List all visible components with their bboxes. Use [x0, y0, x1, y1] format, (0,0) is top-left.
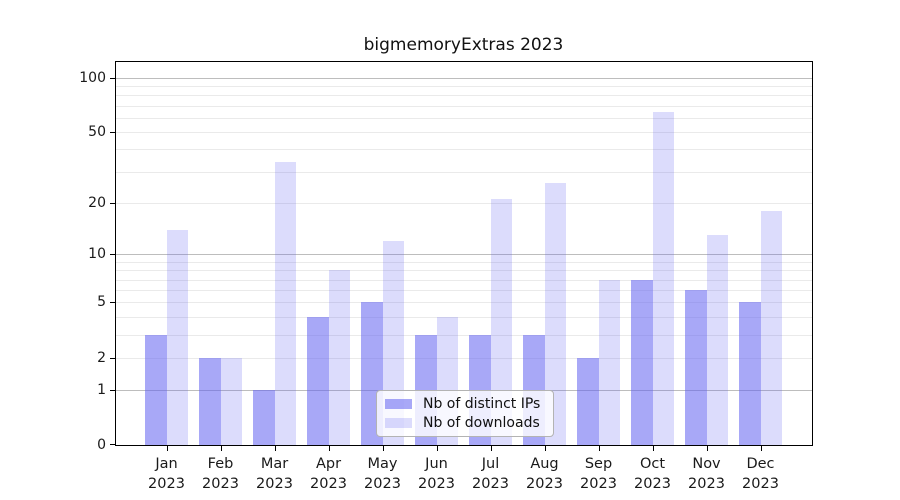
y-tick-mark	[110, 302, 115, 304]
gridline-minor	[116, 171, 812, 173]
gridline-minor	[116, 302, 812, 304]
y-tick-label: 0	[97, 437, 106, 453]
legend-label-distinct-ips: Nb of distinct IPs	[423, 396, 541, 413]
x-tick-mark	[328, 446, 330, 451]
x-tick-label: May 2023	[364, 456, 401, 492]
bar-distinct-ips-dec	[739, 302, 761, 445]
x-tick-label: Mar 2023	[256, 456, 293, 492]
x-tick-label: Apr 2023	[310, 456, 347, 492]
y-tick-label: 20	[88, 194, 106, 211]
bar-distinct-ips-nov	[685, 290, 707, 445]
gridline-minor	[116, 270, 812, 272]
gridline-minor	[116, 149, 812, 151]
bar-downloads-oct	[652, 111, 674, 445]
gridline-minor	[116, 132, 812, 134]
bar-downloads-nov	[706, 235, 728, 445]
plot-area: 100 50 20 10 5 2 1 0 Jan 2023 Feb 2023 Mar 2023 Apr 202…	[79, 61, 813, 492]
bar-distinct-ips-sep	[577, 357, 599, 445]
bar-distinct-ips-jan	[145, 334, 167, 445]
bar-downloads-feb	[220, 357, 242, 445]
y-tick-mark	[110, 77, 115, 79]
x-tick-label: Jul 2023	[472, 456, 509, 492]
bar-distinct-ips-feb	[199, 357, 221, 445]
y-tick-label: 2	[97, 349, 106, 366]
y-tick-label: 5	[97, 294, 106, 311]
gridline-minor	[116, 279, 812, 281]
x-tick-label: Nov 2023	[688, 456, 725, 492]
bar-downloads-sep	[598, 279, 620, 445]
gridline-major	[116, 77, 812, 79]
x-tick-mark	[220, 446, 222, 451]
x-tick-mark	[544, 446, 546, 451]
x-tick-mark	[490, 446, 492, 451]
x-tick-label: Oct 2023	[634, 456, 671, 492]
x-tick-mark	[706, 446, 708, 451]
x-tick-mark	[760, 446, 762, 451]
bar-downloads-aug	[544, 182, 566, 445]
x-tick-mark	[166, 446, 168, 451]
y-tick-mark	[110, 357, 115, 359]
gridline-minor	[116, 202, 812, 204]
legend: Nb of distinct IPs Nb of downloads	[376, 390, 554, 437]
legend-swatch-downloads	[385, 417, 412, 428]
y-tick-label: 10	[88, 246, 106, 263]
x-tick-label: Dec 2023	[742, 456, 779, 492]
gridline-major	[116, 254, 812, 256]
legend-label-downloads: Nb of downloads	[423, 414, 540, 431]
gridline-minor	[116, 95, 812, 97]
y-tick-label: 50	[88, 124, 106, 141]
gridline-minor	[116, 357, 812, 359]
x-tick-label: Feb 2023	[202, 456, 239, 492]
gridline-minor	[116, 86, 812, 87]
y-tick-mark	[110, 202, 115, 204]
gridline-minor	[116, 316, 812, 318]
gridline-minor	[116, 334, 812, 336]
bar-downloads-jul	[490, 199, 512, 445]
gridline-minor	[116, 290, 812, 292]
bar-distinct-ips-oct	[631, 279, 653, 445]
gridline-minor	[116, 117, 812, 119]
legend-item-downloads: Nb of downloads	[385, 414, 545, 433]
y-tick-mark	[110, 254, 115, 256]
y-tick-mark	[110, 389, 115, 391]
bar-downloads-dec	[760, 210, 782, 445]
x-tick-label: Jun 2023	[418, 456, 455, 492]
x-tick-mark	[652, 446, 654, 451]
chart-title: bigmemoryExtras 2023	[363, 35, 564, 55]
y-tick-mark	[110, 132, 115, 134]
bar-downloads-jan	[166, 229, 188, 445]
legend-item-distinct-ips: Nb of distinct IPs	[385, 395, 545, 414]
bar-downloads-apr	[328, 270, 350, 445]
bar-downloads-mar	[274, 162, 296, 445]
gridline-minor	[116, 261, 812, 263]
x-tick-mark	[598, 446, 600, 451]
gridline-minor	[116, 105, 812, 107]
bar-distinct-ips-mar	[253, 389, 275, 445]
x-tick-label: Aug 2023	[526, 456, 563, 492]
legend-swatch-distinct-ips	[385, 399, 412, 410]
x-tick-mark	[382, 446, 384, 451]
x-tick-mark	[274, 446, 276, 451]
x-tick-label: Sep 2023	[580, 456, 617, 492]
x-tick-mark	[436, 446, 438, 451]
x-tick-label: Jan 2023	[148, 456, 185, 492]
y-tick-mark	[110, 444, 115, 445]
bar-distinct-ips-apr	[307, 316, 329, 445]
y-tick-label: 100	[79, 69, 106, 86]
y-tick-label: 1	[97, 381, 106, 398]
